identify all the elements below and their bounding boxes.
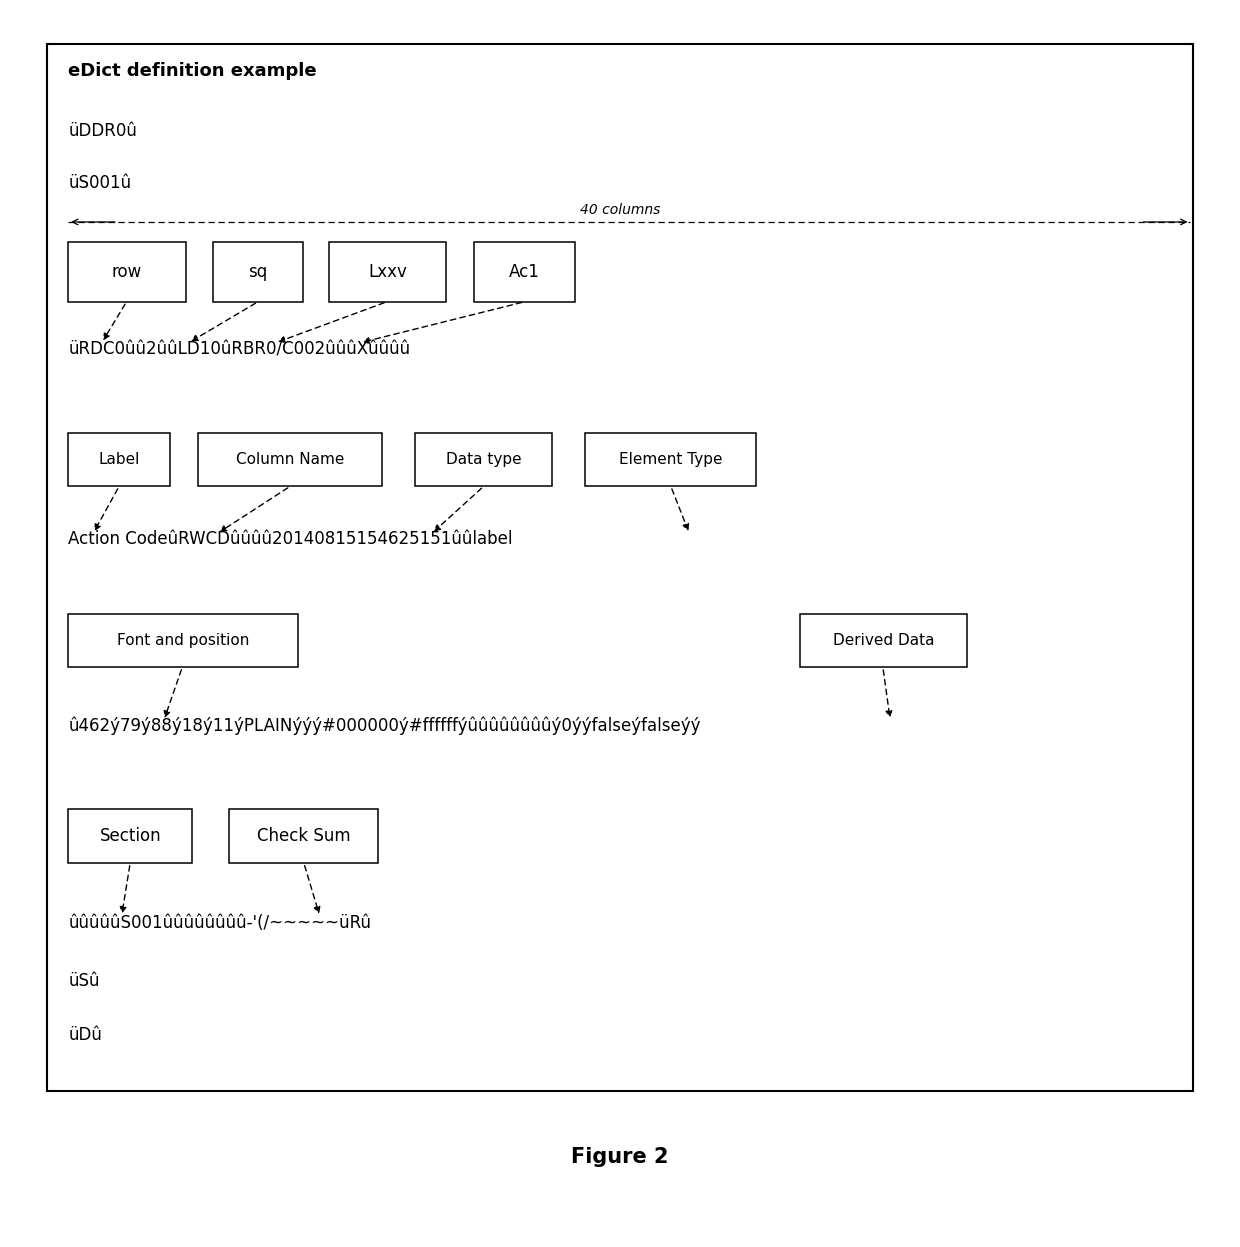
FancyBboxPatch shape: [474, 242, 575, 302]
Text: üRDC0ûû2ûûLD10ûRBR0/C002ûûûXûûûû: üRDC0ûû2ûûLD10ûRBR0/C002ûûûXûûûû: [68, 340, 410, 358]
Text: ûûûûûS001ûûûûûûûû-'(/~~~~~üRû: ûûûûûS001ûûûûûûûû-'(/~~~~~üRû: [68, 914, 371, 932]
FancyBboxPatch shape: [229, 809, 378, 863]
Text: Ac1: Ac1: [510, 263, 539, 281]
FancyBboxPatch shape: [47, 44, 1193, 1091]
Text: üS001û: üS001û: [68, 175, 131, 192]
Text: üSû: üSû: [68, 973, 99, 990]
FancyBboxPatch shape: [585, 433, 756, 486]
Text: Figure 2: Figure 2: [572, 1147, 668, 1167]
Text: Lxxv: Lxxv: [368, 263, 407, 281]
Text: eDict definition example: eDict definition example: [68, 62, 317, 80]
Text: Element Type: Element Type: [619, 451, 723, 468]
Text: sq: sq: [248, 263, 268, 281]
Text: üDû: üDû: [68, 1026, 102, 1044]
FancyBboxPatch shape: [68, 809, 192, 863]
FancyBboxPatch shape: [198, 433, 382, 486]
Text: Action CodeûRWCDûûûû20140815154625151ûûlabel: Action CodeûRWCDûûûû20140815154625151ûûl…: [68, 530, 512, 547]
Text: Label: Label: [98, 451, 140, 468]
Text: Font and position: Font and position: [117, 632, 249, 648]
Text: û462ý79ý88ý18ý11ýPLAINýýý#000000ý#ffffffýûûûûûûûûý0ýýfalseýfalseýý: û462ý79ý88ý18ý11ýPLAINýýý#000000ý#ffffff…: [68, 717, 701, 734]
Text: Data type: Data type: [446, 451, 521, 468]
FancyBboxPatch shape: [68, 242, 186, 302]
Text: row: row: [112, 263, 143, 281]
FancyBboxPatch shape: [68, 614, 298, 667]
Text: 40 columns: 40 columns: [580, 203, 660, 217]
FancyBboxPatch shape: [68, 433, 170, 486]
FancyBboxPatch shape: [800, 614, 967, 667]
Text: Derived Data: Derived Data: [833, 632, 934, 648]
Text: Section: Section: [99, 827, 161, 845]
FancyBboxPatch shape: [213, 242, 303, 302]
Text: Column Name: Column Name: [236, 451, 345, 468]
Text: Check Sum: Check Sum: [257, 827, 351, 845]
Text: üDDR0û: üDDR0û: [68, 122, 138, 140]
FancyBboxPatch shape: [415, 433, 552, 486]
FancyBboxPatch shape: [329, 242, 446, 302]
